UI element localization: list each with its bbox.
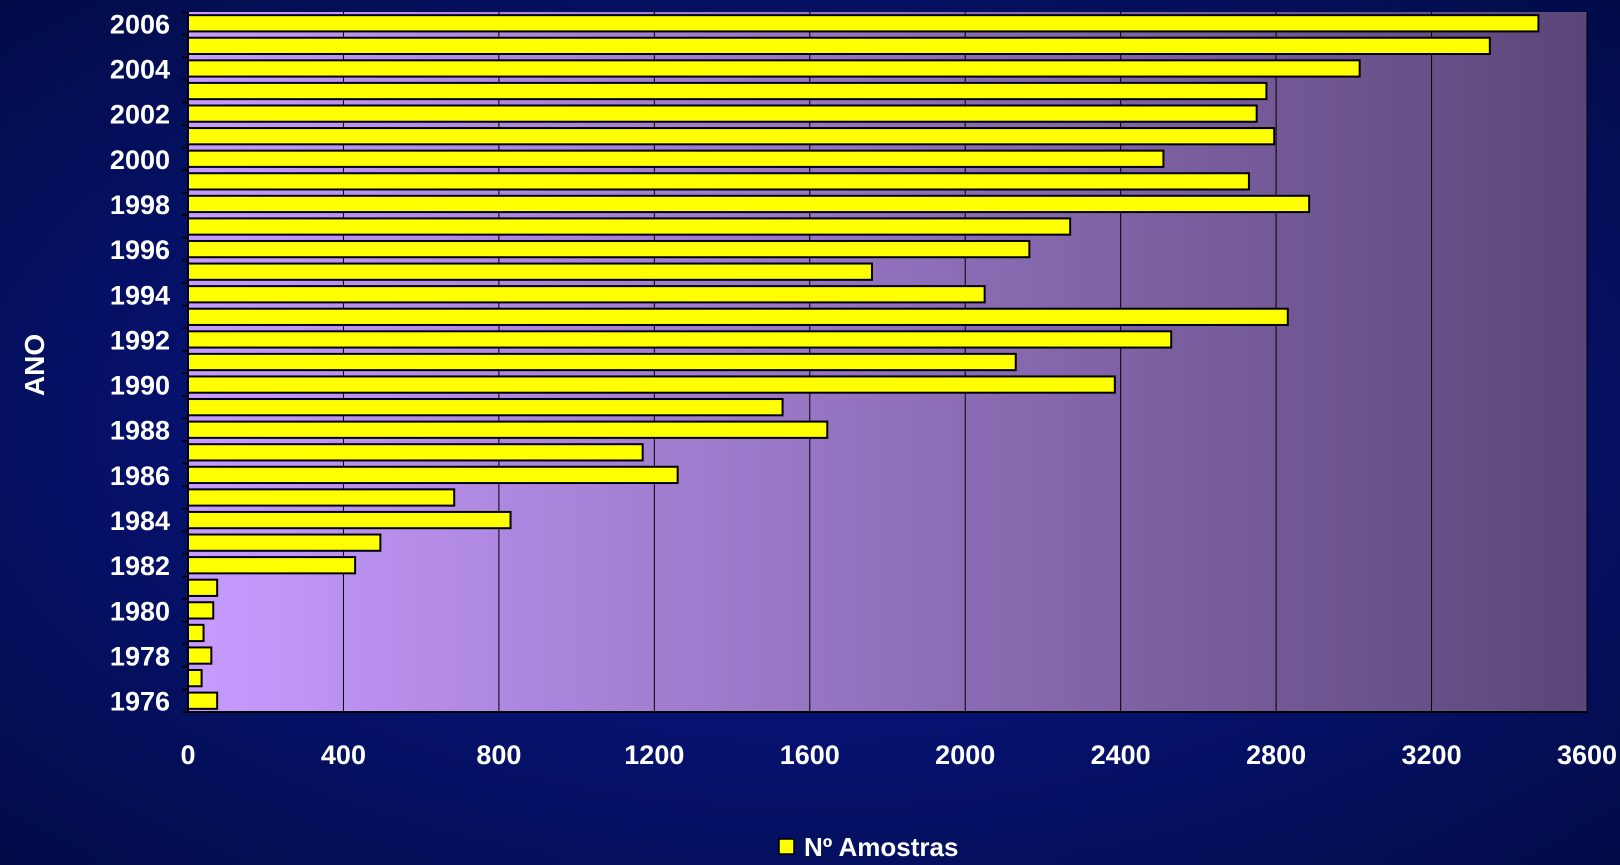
bar-2004 [187,59,1361,78]
y-tick-label: 1994 [110,280,170,310]
bar-1997 [187,217,1072,236]
bar-1987 [187,443,644,462]
x-tick-label: 800 [476,740,521,770]
bar-2006 [187,14,1540,33]
bar-1980 [187,601,215,620]
bar-1989 [187,398,784,417]
bar-1992 [187,330,1173,349]
bar-1988 [187,420,829,439]
bar-2005 [187,36,1491,55]
x-tick-label: 0 [180,740,195,770]
y-tick-label: 1998 [110,190,170,220]
y-tick-label: 1990 [110,371,170,401]
y-tick-label: 2000 [110,145,170,175]
bar-2002 [187,104,1258,123]
bar-1979 [187,623,205,643]
bar-1976 [187,691,219,710]
y-tick-label: 2006 [110,9,170,39]
y-tick-label: 1978 [110,642,170,672]
y-tick-label: 1986 [110,461,170,491]
y-tick-label: 1992 [110,325,170,355]
bar-1985 [187,488,456,507]
legend-label: Nº Amostras [804,832,958,860]
bar-1995 [187,262,873,281]
bar-1996 [187,239,1031,259]
bar-1984 [187,510,512,530]
x-tick-label: 1200 [624,740,684,770]
bar-1991 [187,352,1017,372]
bar-1977 [187,669,203,688]
bar-1994 [187,285,986,304]
y-tick-label: 1976 [110,687,170,717]
y-tick-label: 2004 [110,54,170,84]
bars [187,14,1540,710]
bar-1998 [187,194,1311,214]
y-tick-label: 1982 [110,551,170,581]
bar-1982 [187,556,357,575]
y-tick-label: 1980 [110,596,170,626]
y-axis-label: ANO [19,334,50,396]
y-tick-label: 1996 [110,235,170,265]
bar-1990 [187,375,1116,394]
y-tick-labels: 1976 1978 1980 1982 1984 1986 1988 1990 1992 1994… [110,9,170,716]
x-tick-label: 3200 [1402,740,1462,770]
y-tick-label: 1984 [110,506,170,536]
bar-1981 [187,578,219,597]
legend-swatch [778,838,795,855]
x-tick-label: 1600 [780,740,840,770]
bar-1983 [187,533,382,552]
axes [182,11,1587,713]
x-tick-label: 2800 [1246,740,1306,770]
bar-1978 [187,646,213,665]
x-tick-label: 400 [321,740,366,770]
bar-1999 [187,172,1250,191]
x-tick-label: 2400 [1091,740,1151,770]
x-tick-label: 2000 [935,740,995,770]
legend: Nº Amostras [778,832,958,862]
x-tick-labels: 0 400 800 1200 1600 2000 2400 2800 3200 3600 [180,740,1617,770]
bar-2001 [187,127,1276,146]
y-tick-label: 2002 [110,100,170,130]
bar-2003 [187,81,1268,101]
bar-2000 [187,149,1165,168]
x-tick-label: 3600 [1557,740,1617,770]
bar-1986 [187,465,679,485]
bar-1993 [187,307,1289,326]
y-tick-label: 1988 [110,416,170,446]
